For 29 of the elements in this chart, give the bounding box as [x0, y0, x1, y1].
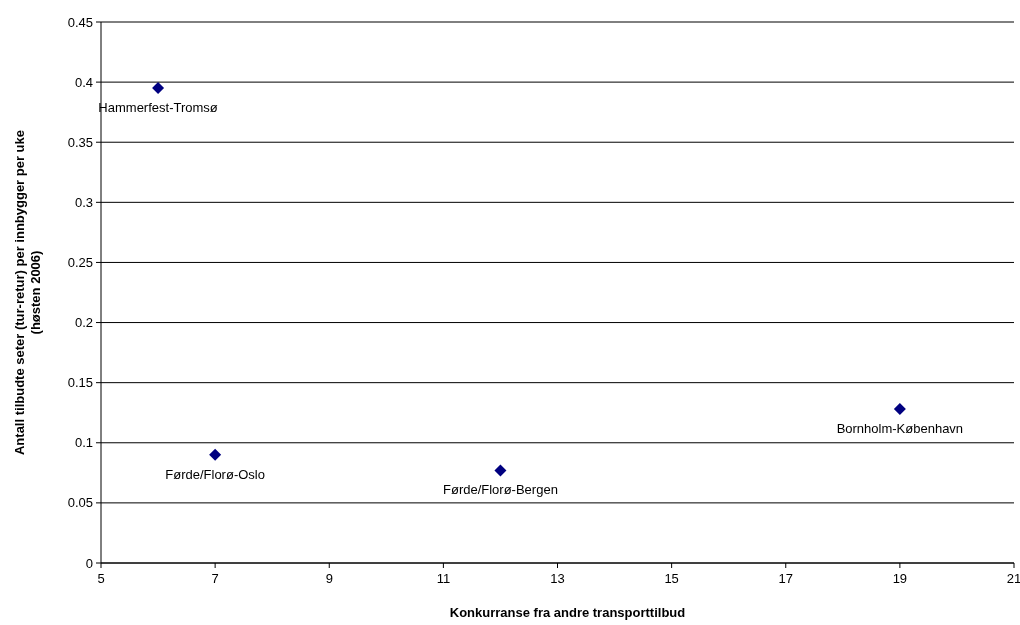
y-tick-label: 0.15 — [67, 375, 93, 391]
point — [152, 82, 165, 95]
y-tick-label: 0.35 — [67, 134, 93, 150]
y-tick-label: 0.3 — [74, 194, 93, 210]
y-tick-label: 0.1 — [74, 435, 93, 451]
point — [893, 403, 906, 416]
y-axis-title: Antall tilbudte seter (tur-retur) per innbygger per uke (høsten 2006) — [12, 129, 43, 456]
annotation: Førde/Florø-Oslo — [165, 466, 265, 482]
y-tick-label: 0 — [85, 555, 93, 571]
y-tick-label: 0.4 — [74, 74, 93, 90]
x-tick-label: 15 — [664, 571, 679, 586]
x-tick-label: 17 — [778, 571, 793, 586]
x-tick-label: 5 — [97, 571, 105, 586]
y-tick-label: 0.2 — [74, 315, 93, 331]
x-tick-label: 21 — [1006, 571, 1020, 586]
y-tick-label: 0.05 — [67, 495, 93, 511]
x-axis-title: Konkurranse fra andre transporttilbud — [449, 605, 686, 620]
y-tick-label: 0.45 — [67, 14, 93, 30]
point — [209, 448, 222, 461]
x-tick-label: 19 — [892, 571, 908, 586]
annotation: Hammerfest-Tromsø — [98, 100, 218, 116]
x-tick-label: 7 — [211, 571, 219, 586]
x-tick-label: 9 — [325, 571, 333, 586]
x-tick-label: 11 — [436, 571, 451, 586]
annotation: Førde/Florø-Bergen — [443, 482, 558, 498]
y-tick-label: 0.25 — [67, 254, 93, 270]
annotation: Bornholm-København — [836, 421, 964, 437]
x-tick-label: 13 — [550, 571, 565, 586]
point — [494, 464, 507, 477]
